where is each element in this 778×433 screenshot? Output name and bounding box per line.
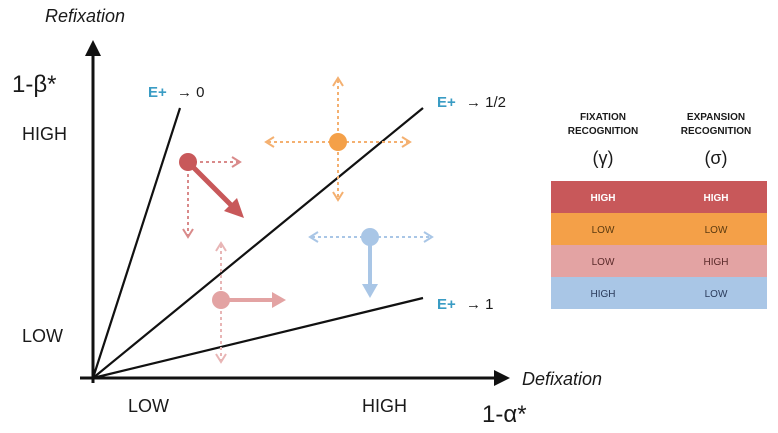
y-low-label: LOW [22, 326, 63, 346]
legend-col2-title-2: RECOGNITION [681, 126, 752, 137]
legend-col2-title-1: EXPANSION [687, 112, 745, 123]
marker-low-high-dot [212, 291, 230, 309]
x-high-label: HIGH [362, 396, 407, 416]
marker-low-low-dot [329, 133, 347, 151]
line-e-to-1 [92, 296, 424, 380]
legend-col1-title-2: RECOGNITION [568, 126, 639, 137]
legend-col1-title-1: FIXATION [580, 112, 626, 123]
y-high-label: HIGH [22, 124, 67, 144]
line-label-0-limit: → 0 [177, 84, 205, 101]
marker-high-high-main-arrowhead [224, 198, 244, 218]
marker-high-low-dot [361, 228, 379, 246]
line-e-to-0 [91, 107, 182, 379]
line-label-half-prefix: E+ [437, 94, 456, 111]
legend-col1-symbol: (γ) [593, 148, 614, 168]
x-low-label: LOW [128, 396, 169, 416]
legend-row-2 [551, 213, 767, 245]
legend-row-4-expansion: LOW [705, 289, 728, 300]
marker-low-high [215, 241, 227, 364]
line-label-1-prefix: E+ [437, 296, 456, 313]
marker-high-low [308, 231, 434, 243]
legend-row-2-expansion: LOW [705, 225, 728, 236]
line-e-to-half [92, 107, 424, 379]
line-label-0-prefix: E+ [148, 84, 167, 101]
marker-high-high-dot [179, 153, 197, 171]
line-label-half: E+ → 1/2 [437, 94, 506, 111]
legend-row-1 [551, 181, 767, 213]
y-axis-title: Refixation [45, 6, 125, 26]
line-label-0: E+ → 0 [148, 84, 204, 101]
y-axis-symbol: 1-β* [12, 71, 56, 98]
legend-row-3 [551, 245, 767, 277]
marker-low-low [264, 76, 412, 202]
legend-row-3-fixation: LOW [592, 257, 615, 268]
legend: FIXATION RECOGNITION (γ) EXPANSION RECOG… [551, 112, 767, 309]
x-axis-arrowhead [494, 370, 510, 386]
legend-row-1-expansion: HIGH [704, 193, 729, 204]
line-label-1: E+ → 1 [437, 296, 493, 313]
legend-row-2-fixation: LOW [592, 225, 615, 236]
marker-high-low-main-arrowhead [362, 284, 378, 298]
marker-low-high-main-arrowhead [272, 292, 286, 308]
line-label-half-limit: → 1/2 [466, 94, 506, 111]
legend-col2-symbol: (σ) [704, 148, 727, 168]
legend-row-4 [551, 277, 767, 309]
y-axis-arrowhead [85, 40, 101, 56]
x-axis-symbol: 1-α* [482, 401, 527, 428]
line-label-1-limit: → 1 [466, 296, 494, 313]
marker-high-high-main-arrow [186, 160, 238, 212]
x-axis-title: Defixation [522, 369, 602, 389]
legend-row-1-fixation: HIGH [591, 193, 616, 204]
legend-row-4-fixation: HIGH [591, 289, 616, 300]
legend-row-3-expansion: HIGH [704, 257, 729, 268]
